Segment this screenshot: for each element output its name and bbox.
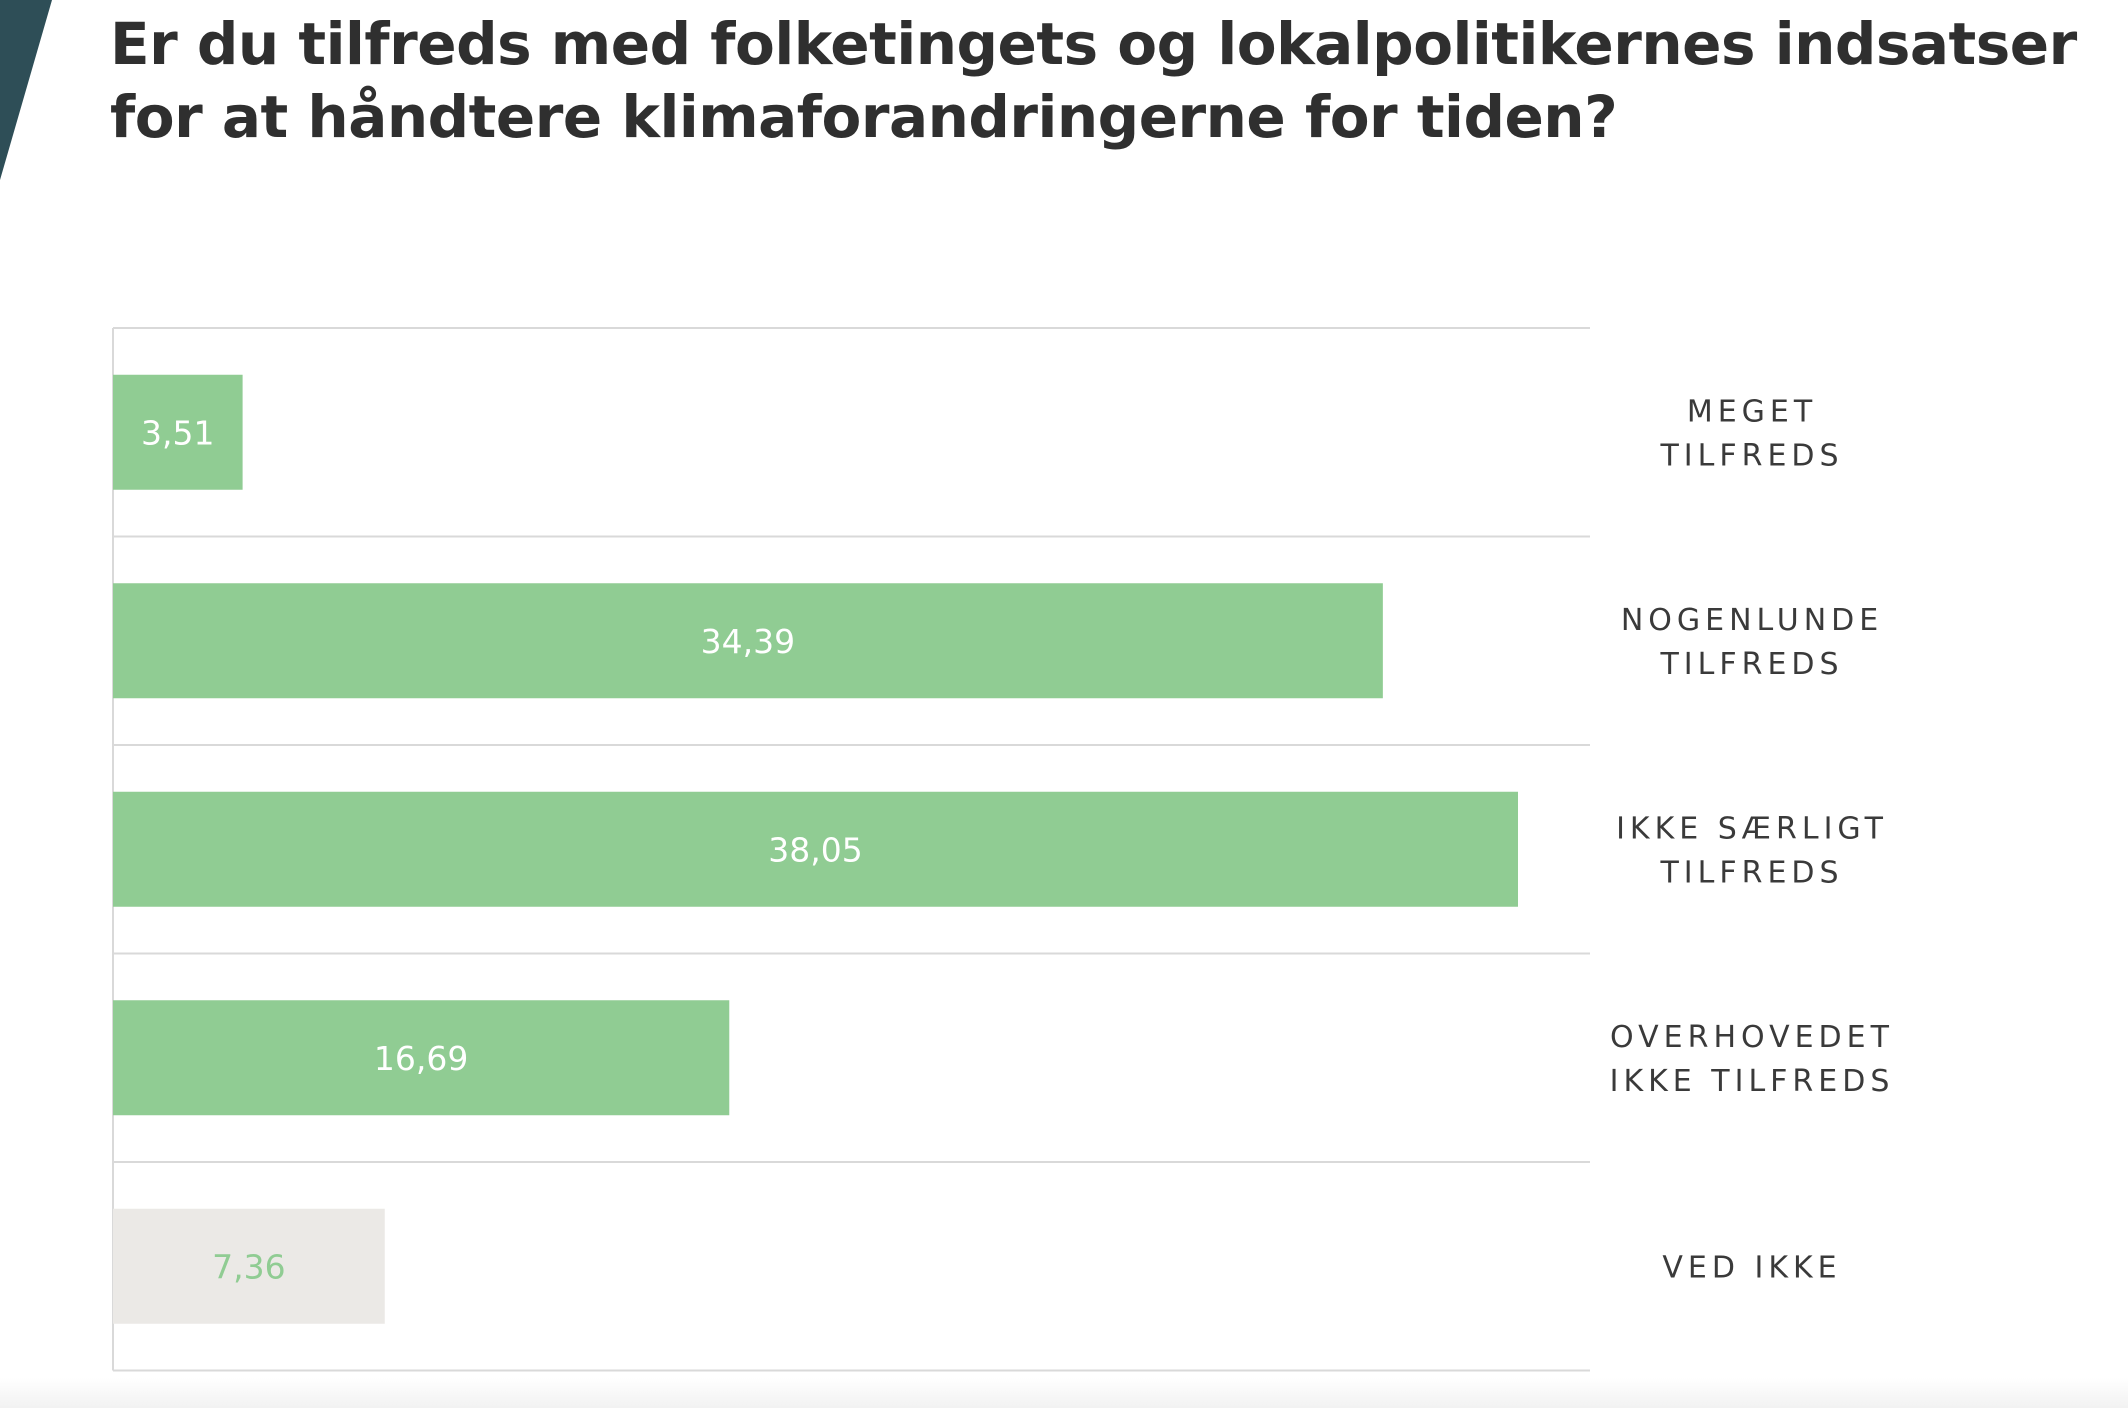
bar <box>113 1208 385 1324</box>
bar <box>113 583 1383 699</box>
category-label: TILFREDS <box>1659 855 1843 890</box>
category-label: TILFREDS <box>1659 647 1843 682</box>
bar-value-label: 38,05 <box>768 830 862 869</box>
bar-value-label: 3,51 <box>141 413 214 452</box>
category-label: MEGET <box>1687 394 1817 429</box>
corner-decoration <box>0 0 52 180</box>
category-label: NOGENLUNDE <box>1621 603 1883 638</box>
bar <box>113 1000 730 1116</box>
bar <box>113 374 243 490</box>
category-label: IKKE SÆRLIGT <box>1616 811 1888 846</box>
category-label: TILFREDS <box>1659 438 1843 473</box>
corner-decoration-shape <box>0 0 52 180</box>
bar-value-label: 16,69 <box>374 1039 468 1078</box>
bar-value-label: 7,36 <box>212 1247 285 1286</box>
bar-value-label: 34,39 <box>701 622 795 661</box>
chart-title: Er du tilfreds med folketingets og lokal… <box>110 10 2077 151</box>
category-label: IKKE TILFREDS <box>1610 1064 1895 1099</box>
category-label: OVERHOVEDET <box>1610 1020 1894 1055</box>
bottom-fade <box>0 1378 2128 1408</box>
bar <box>113 791 1518 907</box>
category-label: VED IKKE <box>1662 1250 1841 1285</box>
